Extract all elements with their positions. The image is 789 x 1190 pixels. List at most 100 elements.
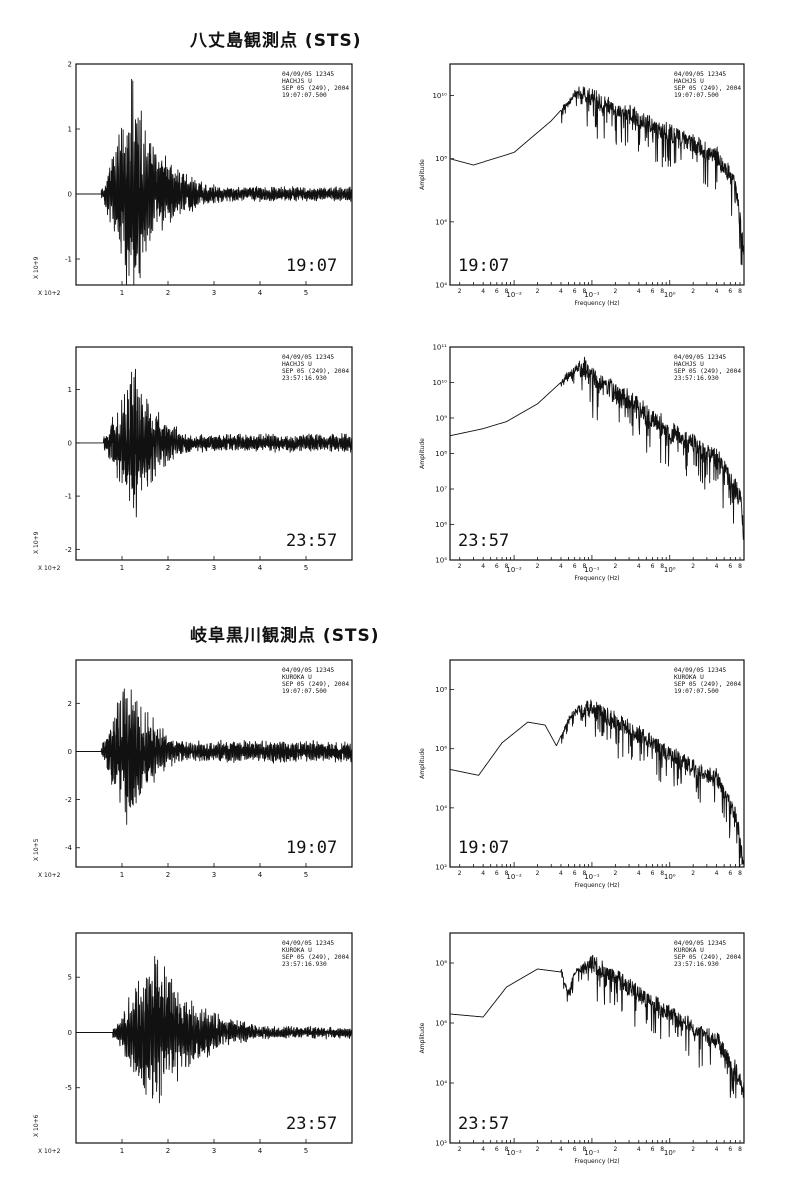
y-tick-label: 10²: [435, 1140, 447, 1148]
x-tick-label: 10⁻²: [506, 291, 522, 299]
header-info-line: SEP 05 (249), 2004: [674, 954, 741, 961]
y-axis-label: Amplitude: [419, 1022, 426, 1053]
header-info-line: 04/09/05 12345: [674, 940, 726, 947]
x-tick-label: 3: [212, 564, 216, 572]
x-tick-label: 10⁻¹: [584, 1149, 600, 1157]
y-tick-label: 10⁴: [435, 282, 447, 290]
x-tick-label: 5: [304, 1147, 308, 1155]
x-minor-tick-label: 6: [495, 1146, 499, 1153]
x-minor-tick-label: 8: [582, 288, 586, 295]
x-minor-tick-label: 2: [458, 563, 462, 570]
x-tick-label: 5: [304, 289, 308, 297]
y-tick-label: 10⁸: [435, 155, 447, 163]
y-tick-label: 10⁸: [435, 960, 447, 968]
x-minor-tick-label: 4: [481, 870, 485, 877]
x-minor-tick-label: 2: [691, 288, 695, 295]
y-axis-label: Amplitude: [419, 438, 426, 469]
x-minor-tick-label: 8: [738, 1146, 742, 1153]
header-info-line: SEP 05 (249), 2004: [674, 368, 741, 375]
x-tick-label: 10⁻²: [506, 566, 522, 574]
time-label: 23:57: [286, 1114, 337, 1134]
y-tick-label: 10⁶: [435, 1020, 447, 1028]
y-tick-label: 5: [68, 974, 72, 982]
x-minor-tick-label: 4: [481, 288, 485, 295]
x-tick-label: 10⁻²: [506, 1149, 522, 1157]
plot-frame: [449, 932, 745, 1144]
header-info-line: 04/09/05 12345: [674, 71, 726, 78]
x-minor-tick-label: 4: [715, 1146, 719, 1153]
header-info-line: 23:57:16.930: [282, 961, 327, 968]
header-info-line: 04/09/05 12345: [674, 354, 726, 361]
y-scale-label: X 10+6: [33, 1114, 40, 1137]
x-minor-tick-label: 2: [536, 563, 540, 570]
x-tick-label: 10⁰: [664, 873, 676, 881]
y-tick-label: -2: [65, 546, 72, 554]
time-label: 19:07: [458, 838, 509, 858]
y-axis-label: Amplitude: [419, 748, 426, 779]
x-minor-tick-label: 2: [613, 1146, 617, 1153]
y-tick-label: -1: [65, 493, 72, 501]
x-minor-tick-label: 8: [505, 1146, 509, 1153]
header-info-line: HACHJS U: [282, 78, 312, 85]
x-minor-tick-label: 8: [660, 1146, 664, 1153]
header-info-line: KUROKA U: [282, 674, 312, 681]
header-info-line: SEP 05 (249), 2004: [282, 681, 349, 688]
x-minor-tick-label: 4: [637, 288, 641, 295]
time-label: 23:57: [286, 531, 337, 551]
x-minor-tick-label: 6: [651, 1146, 655, 1153]
y-tick-label: -4: [65, 844, 73, 852]
header-info-line: 04/09/05 12345: [282, 354, 334, 361]
y-tick-label: 10⁶: [435, 745, 447, 753]
x-tick-label: 2: [166, 564, 170, 572]
header-info-line: 04/09/05 12345: [674, 667, 726, 674]
y-axis-label: Amplitude: [419, 159, 426, 190]
x-tick-label: 10⁻¹: [584, 566, 600, 574]
x-minor-tick-label: 2: [536, 1146, 540, 1153]
x-minor-tick-label: 2: [613, 288, 617, 295]
header-info-line: SEP 05 (249), 2004: [282, 85, 349, 92]
y-tick-label: 2: [68, 700, 72, 708]
x-minor-tick-label: 4: [715, 288, 719, 295]
x-minor-tick-label: 6: [728, 288, 732, 295]
header-info-line: HACHJS U: [282, 361, 312, 368]
y-tick-label: 10⁴: [435, 804, 447, 812]
x-minor-tick-label: 8: [738, 288, 742, 295]
section-title-gifu-kurokawa: 岐阜黒川観測点 (STS): [190, 626, 380, 646]
x-minor-tick-label: 6: [728, 870, 732, 877]
x-axis-label: Frequency (Hz): [574, 300, 619, 307]
header-info-line: KUROKA U: [674, 674, 704, 681]
waveform-trace: [75, 78, 353, 286]
y-tick-label: 1: [68, 126, 72, 134]
header-info-line: 23:57:16.930: [674, 961, 719, 968]
header-info-line: HACHJS U: [674, 78, 704, 85]
y-scale-label: X 10+9: [33, 531, 40, 554]
y-tick-label: 10⁷: [435, 486, 447, 494]
x-minor-tick-label: 4: [559, 563, 563, 570]
plot-frame: [449, 659, 745, 868]
header-info-line: 04/09/05 12345: [282, 71, 334, 78]
waveform-trace: [75, 368, 353, 518]
x-minor-tick-label: 6: [573, 288, 577, 295]
y-tick-label: -5: [65, 1084, 72, 1092]
plot-frame: [449, 63, 745, 286]
y-scale-label: X 10+5: [33, 838, 40, 861]
x-minor-tick-label: 2: [458, 870, 462, 877]
time-label: 19:07: [286, 256, 337, 276]
y-tick-label: 0: [68, 439, 72, 447]
x-tick-label: 10⁻²: [506, 873, 522, 881]
y-tick-label: 10¹⁰: [432, 379, 447, 387]
header-info-line: KUROKA U: [674, 947, 704, 954]
x-minor-tick-label: 6: [651, 870, 655, 877]
time-label: 19:07: [458, 256, 509, 276]
x-minor-tick-label: 4: [559, 288, 563, 295]
spectrum-trace: [449, 86, 745, 266]
header-info-line: 19:07:07.500: [674, 688, 719, 695]
x-minor-tick-label: 8: [738, 563, 742, 570]
x-scale-label: X 10+2: [38, 1148, 61, 1155]
x-minor-tick-label: 4: [715, 563, 719, 570]
x-minor-tick-label: 8: [505, 870, 509, 877]
time-label: 23:57: [458, 531, 509, 551]
